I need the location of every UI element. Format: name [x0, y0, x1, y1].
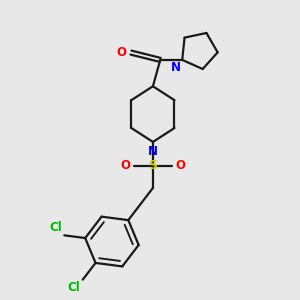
Text: S: S	[148, 159, 158, 172]
Text: N: N	[171, 61, 181, 74]
Text: O: O	[120, 159, 130, 172]
Text: Cl: Cl	[68, 281, 80, 294]
Text: Cl: Cl	[49, 221, 62, 234]
Text: O: O	[117, 46, 127, 59]
Text: N: N	[148, 146, 158, 158]
Text: O: O	[176, 159, 185, 172]
